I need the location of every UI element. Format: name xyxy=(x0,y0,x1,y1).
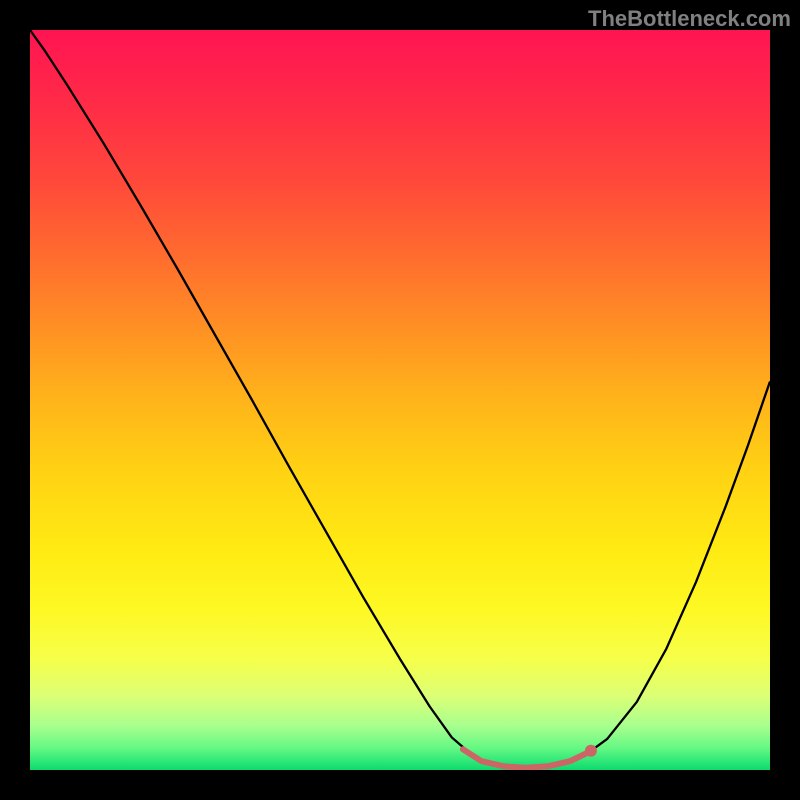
bottleneck-chart xyxy=(0,0,800,800)
optimal-zone-end-dot xyxy=(585,745,597,757)
frame-left xyxy=(0,0,30,800)
watermark-text: TheBottleneck.com xyxy=(588,6,791,32)
frame-bottom xyxy=(0,770,800,800)
frame-right xyxy=(770,0,800,800)
